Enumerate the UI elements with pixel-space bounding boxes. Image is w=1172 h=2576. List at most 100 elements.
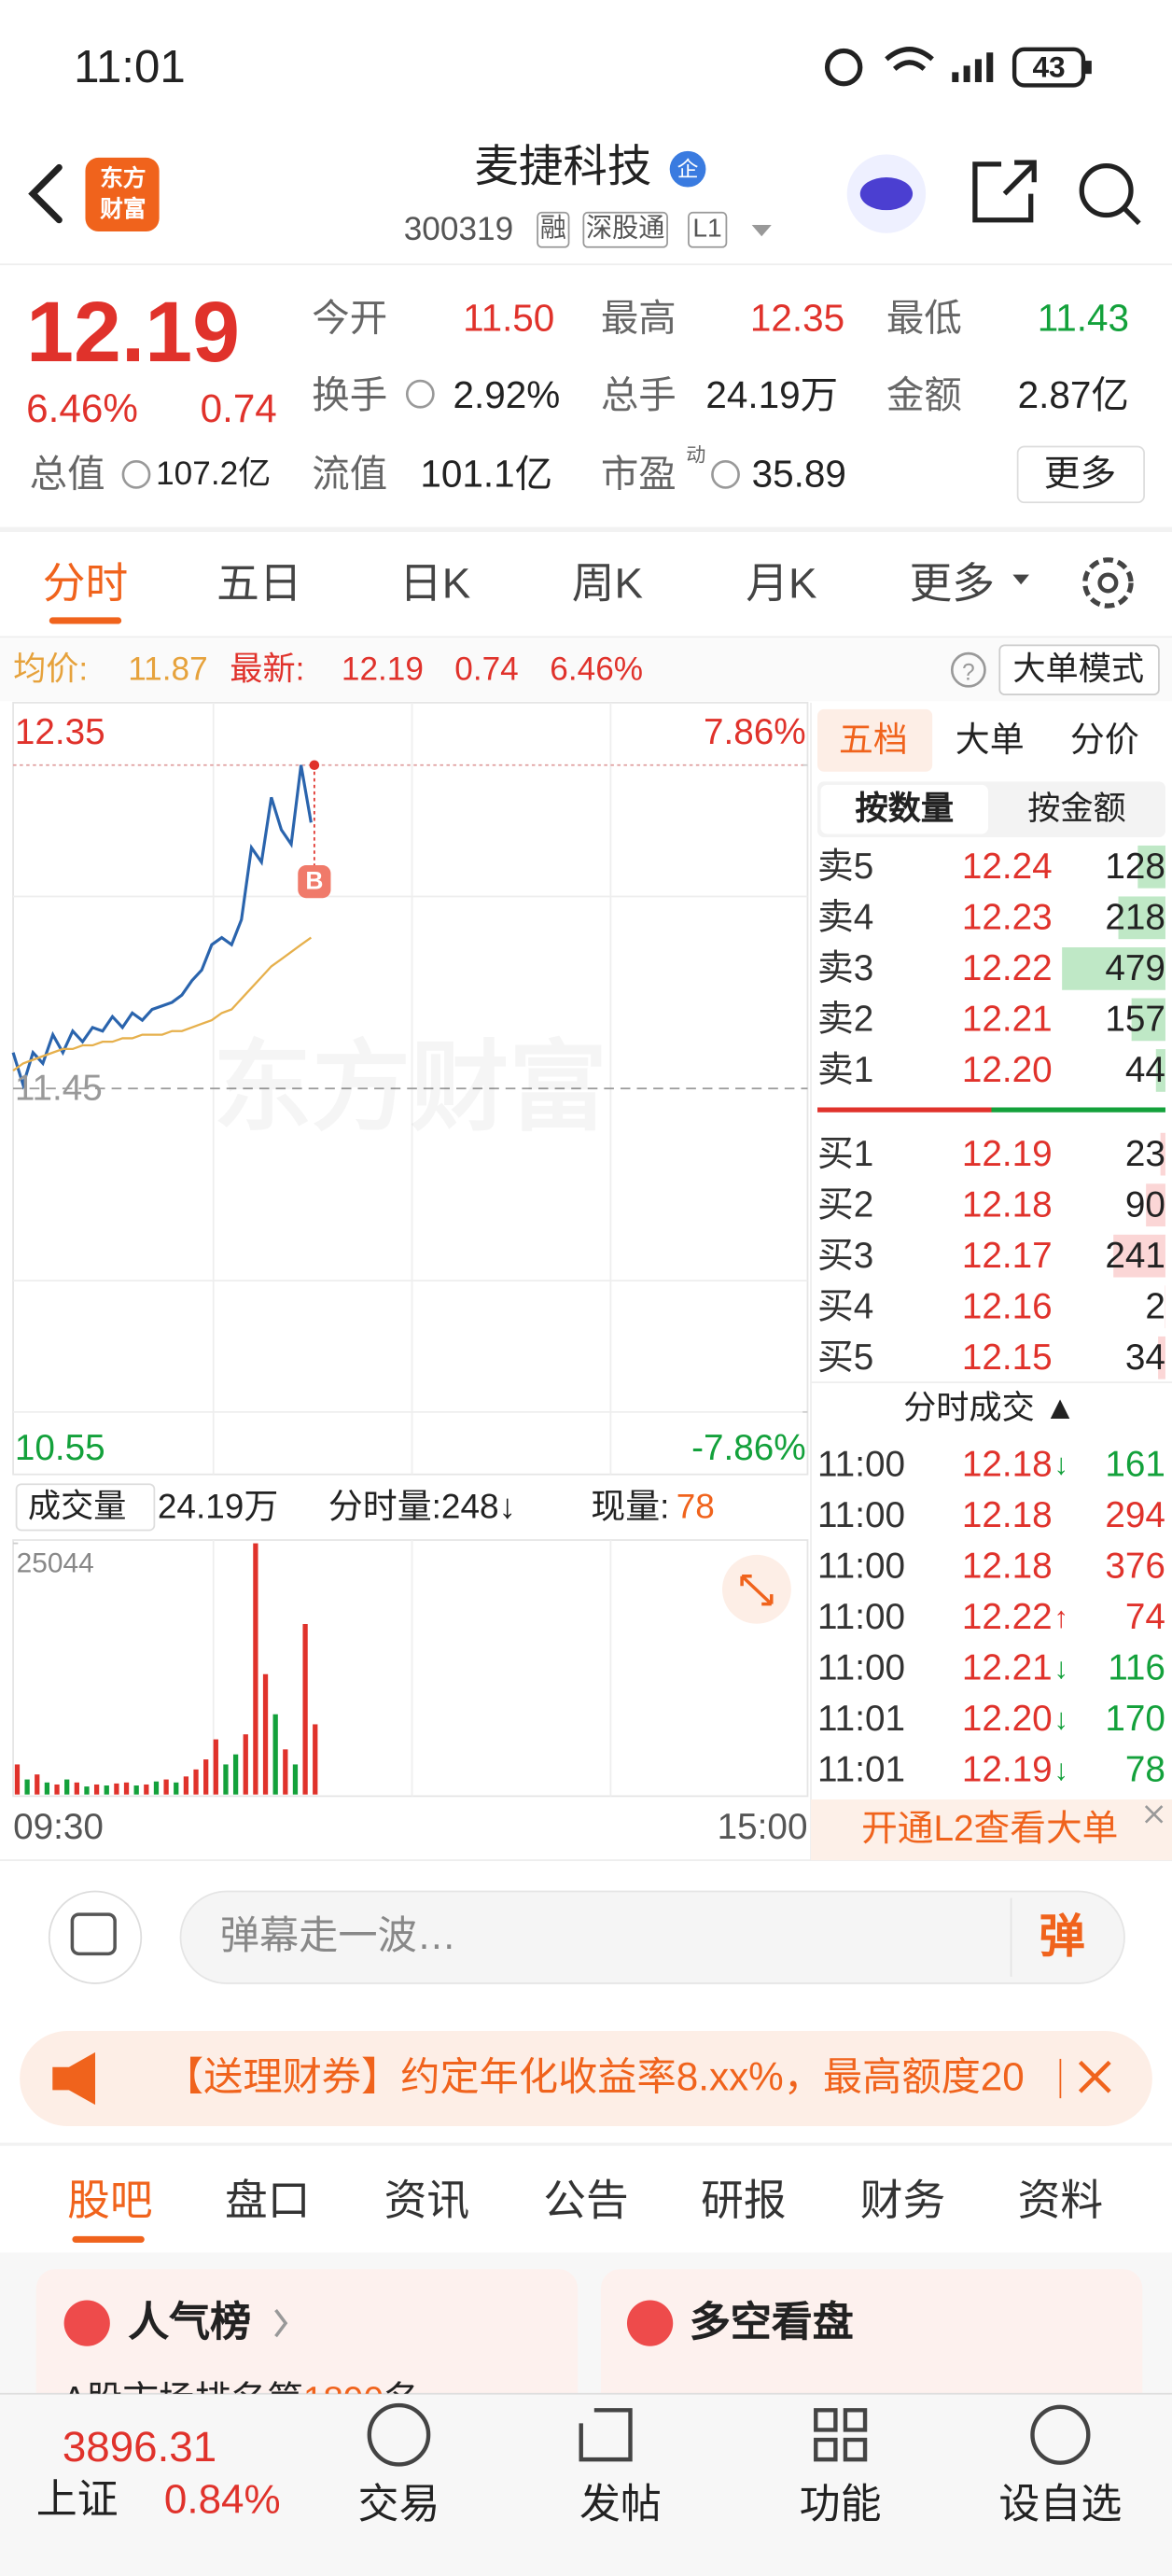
volume-total: 24.19万 [157, 1488, 279, 1527]
volume-current: 78 [676, 1488, 715, 1527]
info-icon[interactable] [405, 379, 435, 409]
card[interactable] [600, 2269, 1143, 2417]
close-icon[interactable] [1078, 2060, 1111, 2093]
stock-tag: 融 [537, 211, 570, 248]
battery-icon [1012, 47, 1086, 88]
help-mark[interactable]: ? [962, 658, 975, 685]
index-pct[interactable]: 0.84% [163, 2476, 281, 2523]
book-price: 12.16 [961, 1285, 1053, 1327]
book-price: 12.24 [961, 845, 1053, 887]
volume-bar [253, 1543, 258, 1795]
close-icon[interactable] [1144, 1805, 1164, 1824]
y-tick-label: 11.45 [14, 1067, 103, 1109]
info-icon[interactable] [121, 459, 151, 489]
section-tab[interactable]: 财务 [859, 2175, 946, 2225]
more-button-label[interactable]: 更多 [1043, 453, 1117, 495]
change: 0.74 [200, 387, 277, 432]
ad-text[interactable]: 【送理财券】约定年化收益率8.xx%，最高额度20 [163, 2055, 1025, 2100]
depth-bar [1113, 1234, 1165, 1278]
more-button[interactable] [1016, 445, 1145, 504]
card-title[interactable]: 人气榜 [128, 2299, 252, 2345]
trade-price: 12.18 [961, 1545, 1053, 1587]
help-icon[interactable] [950, 651, 986, 688]
book-subtab[interactable]: 按金额 [1027, 791, 1126, 828]
book-tab[interactable]: 大单 [955, 721, 1025, 760]
wifi-icon [885, 47, 934, 71]
latest-dot [309, 760, 320, 771]
section-tab[interactable]: 公告 [543, 2175, 629, 2225]
l2-banner-bg[interactable] [810, 1799, 1172, 1861]
book-tab[interactable]: 五档 [838, 721, 908, 760]
field-sup: 动 [686, 442, 706, 467]
nav-item[interactable]: 发帖 [579, 2481, 662, 2528]
price: 12.19 [26, 286, 241, 382]
mode-button[interactable] [998, 644, 1160, 695]
comment-input[interactable] [179, 1890, 1125, 1984]
x-tick-label: 09:30 [13, 1806, 104, 1847]
nav-icon [367, 2402, 431, 2467]
section-tab[interactable]: 资讯 [384, 2175, 470, 2225]
section-tab[interactable]: 股吧 [67, 2175, 153, 2225]
field-label: 总手 [600, 373, 677, 416]
nav-item[interactable]: 功能 [799, 2481, 882, 2528]
trade-price: 12.19 [961, 1748, 1053, 1790]
alarm-icon [824, 48, 863, 87]
x-tick-label: 15:00 [717, 1806, 808, 1847]
volume-bar [213, 1739, 218, 1795]
book-price: 12.19 [961, 1132, 1053, 1174]
comment-placeholder[interactable]: 弹幕走一波… [219, 1914, 457, 1959]
volume-selector[interactable] [15, 1483, 156, 1532]
index-name[interactable]: 上证 [35, 2476, 119, 2523]
field-value: 107.2亿 [156, 456, 272, 493]
trades-title[interactable]: 分时成交 ▲ [903, 1390, 1077, 1427]
nav-item[interactable]: 交易 [357, 2481, 440, 2528]
section-tab[interactable]: 研报 [701, 2175, 787, 2225]
dropdown-arrow[interactable] [751, 224, 772, 237]
tab[interactable]: 日K [399, 558, 471, 608]
tab[interactable]: 周K [571, 558, 643, 608]
book-subtab[interactable]: 按数量 [855, 791, 955, 828]
trade-time: 11:00 [817, 1595, 906, 1637]
y2-tick-label: 7.86% [703, 710, 806, 752]
tab-underline [49, 617, 122, 624]
volume-bar [74, 1782, 79, 1795]
search-icon[interactable] [1079, 163, 1134, 218]
book-volume: 2 [1145, 1285, 1165, 1327]
card[interactable] [35, 2269, 579, 2417]
mode-label[interactable]: 大单模式 [1012, 651, 1145, 689]
info-icon[interactable] [711, 459, 740, 489]
volume-bar [133, 1785, 139, 1795]
order-book-deco [810, 708, 1172, 1861]
tab[interactable]: 五日 [216, 558, 302, 608]
trade-time: 11:00 [817, 1646, 906, 1688]
section-tab[interactable]: 资料 [1017, 2175, 1104, 2225]
field-value: 101.1亿 [420, 452, 553, 496]
book-volume: 23 [1124, 1132, 1165, 1174]
book-tab[interactable]: 分价 [1069, 721, 1139, 760]
comment-icon-bg[interactable] [48, 1890, 143, 1984]
tab[interactable]: 更多 [909, 558, 996, 608]
trade-volume: 161 [1105, 1443, 1165, 1485]
depth-bar [1118, 896, 1165, 940]
card-sub-text: 名 [384, 2379, 420, 2394]
l2-banner[interactable]: 开通L2查看大单 [861, 1807, 1119, 1849]
back-arrow[interactable] [28, 163, 63, 224]
section-tab[interactable]: 盘口 [224, 2175, 311, 2225]
book-label: 卖1 [817, 1049, 874, 1091]
comment-icon [70, 1912, 117, 1956]
volume-title[interactable]: 成交量 [27, 1489, 127, 1526]
danmaku-button[interactable]: 弹 [1039, 1911, 1085, 1963]
book-volume: 479 [1105, 947, 1165, 988]
tab[interactable]: 分时 [42, 558, 129, 608]
volume-bar [203, 1759, 209, 1795]
card-title[interactable]: 多空看盘 [689, 2299, 854, 2345]
share-icon[interactable] [972, 160, 1037, 223]
ad-banner[interactable] [20, 2031, 1152, 2127]
index-value[interactable]: 3896.31 [62, 2421, 217, 2471]
plot-frame [12, 702, 809, 1476]
nav-item[interactable]: 设自选 [998, 2481, 1123, 2528]
tab[interactable]: 月K [746, 558, 817, 608]
